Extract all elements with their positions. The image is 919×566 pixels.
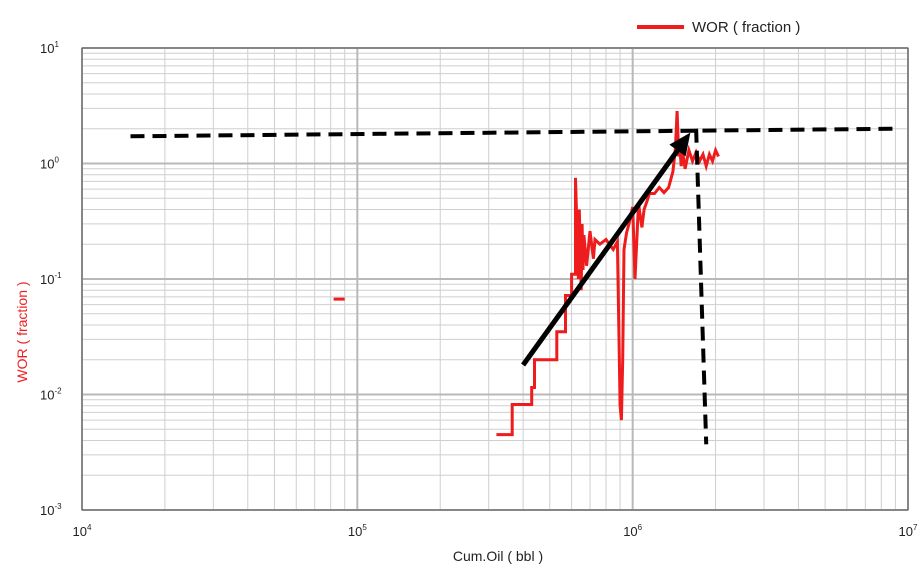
x-tick-label: 104	[73, 523, 92, 539]
x-tick-base: 10	[623, 524, 637, 539]
y-tick-label: 10-1	[40, 271, 62, 287]
x-tick-base: 10	[73, 524, 87, 539]
legend-label: WOR ( fraction )	[692, 19, 800, 36]
trend-arrow-shaft	[521, 149, 680, 367]
x-tick-exponent: 4	[87, 523, 92, 532]
plot-frame	[81, 47, 909, 511]
y-tick-label: 10-3	[40, 502, 62, 518]
y-tick-label: 101	[40, 40, 59, 56]
x-tick-exponent: 6	[638, 523, 643, 532]
x-tick-exponent: 7	[913, 523, 918, 532]
y-tick-base: 10	[40, 272, 54, 287]
y-tick-base: 10	[40, 388, 54, 403]
y-tick-exponent: -1	[54, 271, 62, 280]
trend-arrow-head	[669, 132, 691, 157]
y-tick-base: 10	[40, 157, 54, 172]
y-tick-base: 10	[40, 503, 54, 518]
x-tick-label: 107	[899, 523, 918, 539]
vertical-dashed-line	[694, 128, 709, 445]
y-tick-exponent: 0	[54, 156, 59, 165]
y-tick-exponent: 1	[54, 40, 59, 49]
horizontal-dashed-line	[130, 126, 896, 139]
y-tick-exponent: -2	[54, 387, 62, 396]
x-axis-title: Cum.Oil ( bbl )	[453, 548, 543, 564]
x-tick-base: 10	[348, 524, 362, 539]
x-tick-labels: 104 105 106 107	[73, 523, 918, 539]
series-layer	[333, 110, 720, 437]
y-tick-base: 10	[40, 41, 54, 56]
x-tick-exponent: 5	[362, 523, 367, 532]
x-tick-label: 105	[348, 523, 367, 539]
y-tick-label: 10-2	[40, 387, 62, 403]
y-axis-title: WOR ( fraction )	[14, 281, 30, 382]
legend: WOR ( fraction )	[637, 19, 800, 36]
x-tick-label: 106	[623, 523, 642, 539]
y-tick-exponent: -3	[54, 502, 62, 511]
wor-series-line	[496, 110, 720, 437]
y-tick-label: 100	[40, 156, 59, 172]
x-tick-base: 10	[899, 524, 913, 539]
annotation-layer	[130, 126, 896, 445]
grid	[81, 47, 909, 511]
